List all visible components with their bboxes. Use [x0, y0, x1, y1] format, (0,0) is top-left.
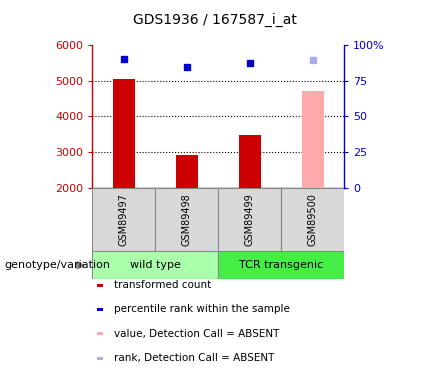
Text: transformed count: transformed count	[114, 280, 211, 290]
Bar	[113, 79, 135, 188]
Bar	[92, 188, 155, 251]
Text: GSM89499: GSM89499	[245, 193, 255, 246]
Text: wild type: wild type	[130, 260, 181, 270]
Bar	[176, 155, 198, 188]
Bar	[301, 92, 323, 188]
Text: value, Detection Call = ABSENT: value, Detection Call = ABSENT	[114, 329, 280, 339]
Text: GDS1936 / 167587_i_at: GDS1936 / 167587_i_at	[133, 13, 297, 27]
Bar	[239, 135, 261, 188]
Bar	[155, 188, 218, 251]
Bar	[218, 251, 344, 279]
Text: GSM89498: GSM89498	[182, 193, 192, 246]
Text: genotype/variation: genotype/variation	[4, 260, 111, 270]
Text: GSM89500: GSM89500	[307, 193, 318, 246]
Text: rank, Detection Call = ABSENT: rank, Detection Call = ABSENT	[114, 353, 274, 363]
Text: GSM89497: GSM89497	[119, 193, 129, 246]
Text: TCR transgenic: TCR transgenic	[239, 260, 323, 270]
Bar	[218, 188, 281, 251]
Bar	[281, 188, 344, 251]
Bar	[92, 251, 218, 279]
Text: percentile rank within the sample: percentile rank within the sample	[114, 304, 290, 314]
